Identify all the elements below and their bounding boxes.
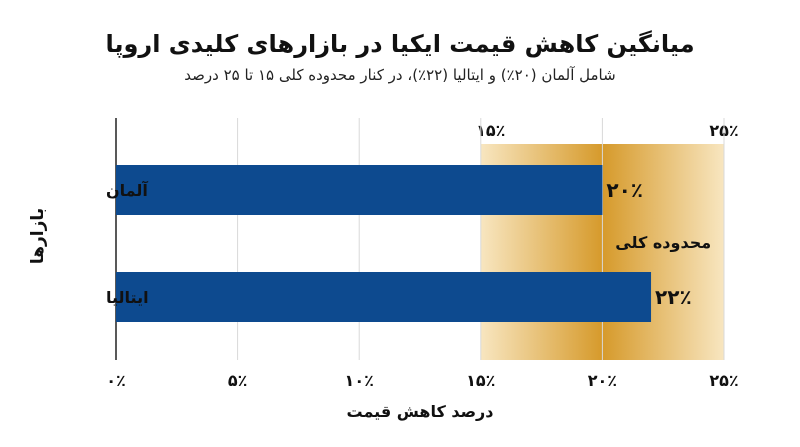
x-tick-label: ۱۰٪ [345,371,374,390]
y-tick-label: آلمان [106,180,148,200]
bar-value-label: ۲۰٪ [606,178,643,202]
bar [116,165,603,215]
x-tick-label: ۱۵٪ [466,371,495,390]
y-tick-label: ایتالیا [106,288,149,307]
x-tick-label: ۲۰٪ [588,371,617,390]
chart-title: میانگین کاهش قیمت ایکیا در بازارهای کلید… [105,30,695,58]
bar [116,272,652,322]
range-band-label: محدوده کلی [615,233,711,252]
x-tick-label: ۰٪ [106,371,126,390]
y-axis-label: بازارها [28,207,48,265]
bar-value-label: ۲۲٪ [655,285,692,309]
x-tick-label: ۵٪ [228,371,248,390]
x-tick-label: ۲۵٪ [709,371,738,390]
x-axis-label: درصد کاهش قیمت [346,402,494,421]
range-band-start-label: ۱۵٪ [476,121,505,140]
chart-subtitle: شامل آلمان (۲۰٪) و ایتالیا (۲۲٪)، در کنا… [184,66,616,84]
